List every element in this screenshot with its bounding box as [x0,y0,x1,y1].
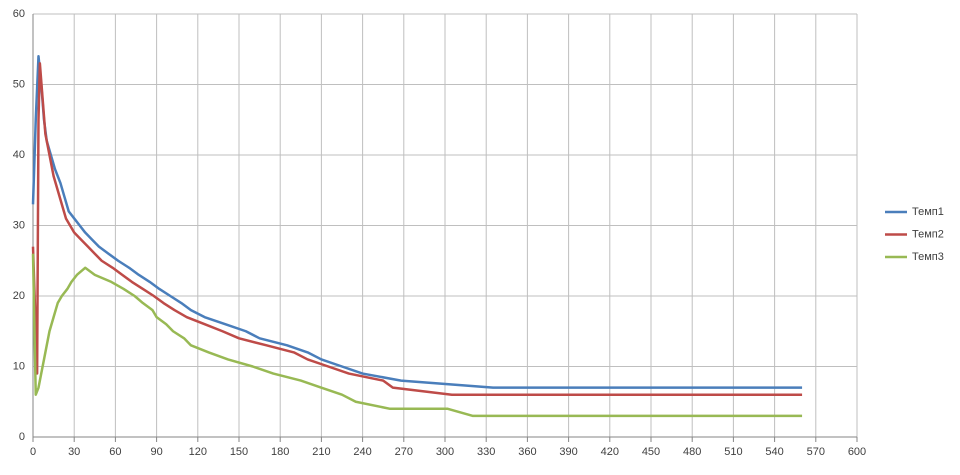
series-line [31,253,803,418]
x-tick-label: 570 [807,446,825,458]
y-tick-label: 60 [13,8,25,20]
x-tick-label: 150 [230,446,248,458]
x-tick-label: 120 [189,446,207,458]
x-tick-label: 480 [683,446,701,458]
x-tick-label: 60 [109,446,121,458]
series-line [31,62,803,396]
x-tick-label: 240 [353,446,371,458]
x-tick-label: 330 [477,446,495,458]
x-tick-label: 210 [312,446,330,458]
x-tick-label: 360 [518,446,536,458]
x-tick-label: 600 [848,446,866,458]
x-tick-label: 90 [150,446,162,458]
y-tick-label: 10 [13,360,25,372]
x-tick-label: 420 [601,446,619,458]
x-tick-label: 540 [765,446,783,458]
x-tick-label: 300 [436,446,454,458]
x-tick-label: 450 [642,446,660,458]
y-tick-label: 50 [13,78,25,90]
x-tick-label: 0 [30,446,36,458]
x-tick-label: 270 [395,446,413,458]
legend-label: Темп1 [912,206,944,218]
y-tick-label: 0 [19,431,25,443]
x-tick-label: 390 [559,446,577,458]
y-tick-label: 30 [13,219,25,231]
y-tick-label: 20 [13,290,25,302]
y-tick-label: 40 [13,149,25,161]
x-tick-label: 180 [271,446,289,458]
series-line [31,55,803,389]
legend-label: Темп2 [912,228,944,240]
x-tick-label: 510 [724,446,742,458]
legend-label: Темп3 [912,251,944,263]
x-tick-label: 30 [68,446,80,458]
